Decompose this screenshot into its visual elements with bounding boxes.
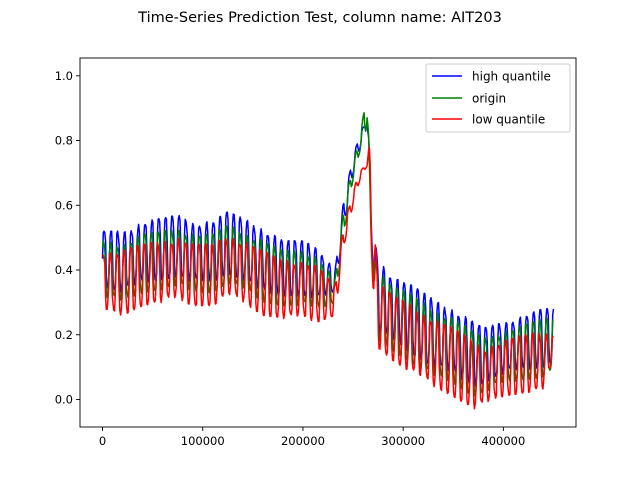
series-line-high-quantile (101, 123, 555, 387)
legend-label-high-quantile: high quantile (472, 70, 551, 84)
plot-area-frame (79, 57, 577, 428)
y-tick-label: 0.2 (55, 328, 73, 342)
legend: high quantile origin low quantile (425, 63, 571, 133)
series-line-low-quantile (102, 146, 554, 410)
x-tick-label: 100000 (181, 434, 225, 448)
x-tick-label: 200000 (281, 434, 325, 448)
legend-entry-low-quantile: low quantile (432, 113, 545, 127)
chart-title: Time-Series Prediction Test, column name… (137, 10, 502, 26)
y-tick-label: 0.6 (55, 198, 73, 212)
legend-entry-origin: origin (432, 92, 506, 106)
legend-entry-high-quantile: high quantile (432, 70, 551, 84)
y-axis: 0.0 0.2 0.4 0.6 0.8 1.0 (55, 69, 80, 406)
x-tick-label: 0 (99, 434, 106, 448)
y-tick-label: 0.4 (55, 263, 73, 277)
x-tick-label: 300000 (381, 434, 425, 448)
y-tick-label: 1.0 (55, 69, 73, 83)
y-tick-label: 0.0 (55, 392, 73, 406)
x-tick-label: 400000 (481, 434, 525, 448)
series-layer (101, 112, 555, 410)
y-tick-label: 0.8 (55, 134, 73, 148)
legend-box (425, 63, 571, 133)
legend-label-low-quantile: low quantile (472, 113, 545, 127)
legend-label-origin: origin (472, 92, 506, 106)
x-axis: 0 100000 200000 300000 400000 (99, 427, 525, 448)
